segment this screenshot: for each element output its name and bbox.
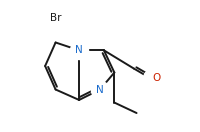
Text: O: O — [152, 73, 160, 83]
Text: N: N — [96, 84, 104, 95]
Text: N: N — [75, 45, 83, 55]
Text: Br: Br — [50, 13, 61, 23]
